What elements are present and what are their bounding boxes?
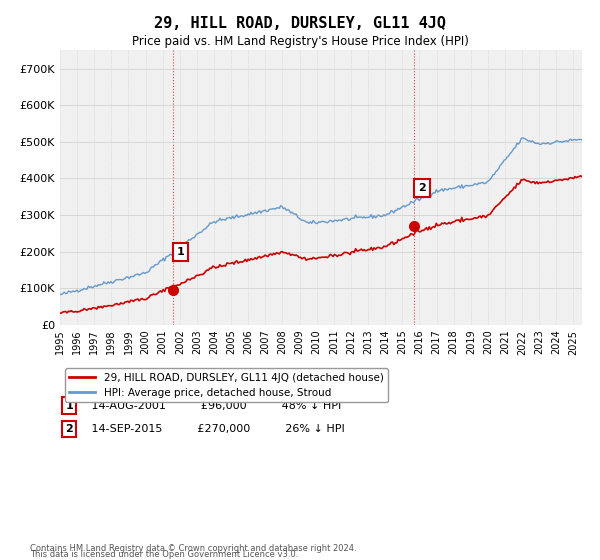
- Text: This data is licensed under the Open Government Licence v3.0.: This data is licensed under the Open Gov…: [30, 550, 298, 559]
- Text: 14-SEP-2015          £270,000          26% ↓ HPI: 14-SEP-2015 £270,000 26% ↓ HPI: [81, 424, 344, 434]
- Text: Contains HM Land Registry data © Crown copyright and database right 2024.: Contains HM Land Registry data © Crown c…: [30, 544, 356, 553]
- Text: 1: 1: [65, 401, 73, 410]
- Text: 14-AUG-2001          £96,000          48% ↓ HPI: 14-AUG-2001 £96,000 48% ↓ HPI: [81, 401, 341, 410]
- Text: 2: 2: [65, 424, 73, 434]
- Text: 2: 2: [418, 183, 425, 193]
- Text: 29, HILL ROAD, DURSLEY, GL11 4JQ: 29, HILL ROAD, DURSLEY, GL11 4JQ: [154, 16, 446, 31]
- Text: 1: 1: [177, 247, 184, 257]
- Text: Price paid vs. HM Land Registry's House Price Index (HPI): Price paid vs. HM Land Registry's House …: [131, 35, 469, 48]
- Legend: 29, HILL ROAD, DURSLEY, GL11 4JQ (detached house), HPI: Average price, detached : 29, HILL ROAD, DURSLEY, GL11 4JQ (detach…: [65, 368, 388, 402]
